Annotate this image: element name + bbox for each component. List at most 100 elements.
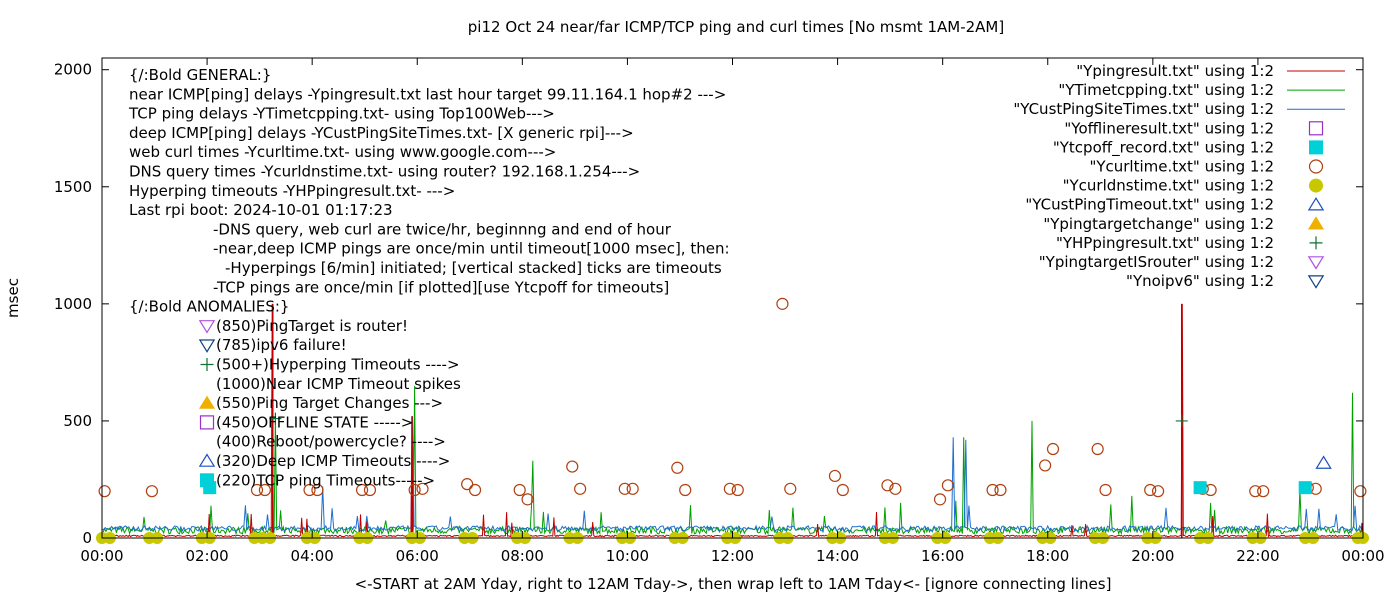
curl-point-13 [521,493,534,506]
x-tick-label-6: 12:00 [711,547,754,565]
anomaly-line-6: (400)Reboot/powercycle? ----> [216,433,446,451]
curl-point-26 [881,479,894,492]
anomaly-marker-0 [198,320,216,334]
curl-point-43 [1309,482,1322,495]
legend-marker-9 [1309,236,1323,250]
x-tick-label-12: 00:00 [1341,547,1384,565]
info-line-8: -DNS query, web curl are twice/hr, begin… [213,220,672,238]
x-tick-label-2: 04:00 [291,547,334,565]
anomaly-line-5: (450)OFFLINE STATE -----> [216,413,413,431]
tcp-timeout-1 [1193,481,1207,495]
y-axis-label: msec [4,278,22,318]
legend-label-5: "Ycurltime.txt" using 1:2 [1089,158,1274,176]
legend-label-10: "YpingtargetISrouter" using 1:2 [1039,253,1274,271]
legend-label-9: "YHPpingresult.txt" using 1:2 [1056,234,1274,252]
y-tick-label-2: 1000 [54,295,92,313]
curl-point-36 [1144,483,1157,497]
curl-point-10 [461,478,474,491]
curl-point-34 [1091,442,1104,456]
info-line-9: -near,deep ICMP pings are once/min until… [213,240,730,258]
legend-label-0: "Ypingresult.txt" using 1:2 [1076,62,1274,80]
info-line-5: DNS query times -Ycurldnstime.txt- using… [129,163,640,181]
curl-point-9 [416,482,429,495]
info-line-3: deep ICMP[ping] delays -YCustPingSiteTim… [129,124,634,142]
info-line-4: web curl times -Ycurltime.txt- using www… [129,143,556,161]
curl-point-15 [574,482,587,495]
y-tick-label-0: 0 [82,529,92,547]
y-tick-label-3: 1500 [54,178,92,196]
legend-label-11: "Ynoipv6" using 1:2 [1126,272,1274,290]
curl-point-1 [145,485,159,498]
legend-marker-11 [1307,275,1325,289]
hyperping-timeout-0 [269,412,282,425]
anomaly-line-3: (1000)Near ICMP Timeout spikes [216,375,461,393]
curl-point-44 [1354,485,1367,498]
info-line-12: {/:Bold ANOMALIES:} [129,298,289,316]
tcp-timeout-2 [1298,481,1312,495]
curl-point-33 [1046,442,1060,456]
legend-label-7: "YCustPingTimeout.txt" using 1:2 [1025,196,1274,214]
x-tick-label-7: 14:00 [816,547,859,565]
anomaly-marker-2 [200,358,214,371]
legend-marker-10 [1307,256,1325,270]
x-tick-label-5: 10:00 [606,547,649,565]
info-line-10: -Hyperpings [6/min] initiated; [vertical… [225,259,722,277]
info-line-6: Hyperping timeouts -YHPpingresult.txt- -… [129,182,455,200]
curl-point-27 [889,482,902,495]
info-line-2: TCP ping delays -YTimetcpping.txt- using… [128,105,555,123]
curl-point-22 [776,297,789,310]
curl-point-19 [679,483,692,497]
x-tick-label-11: 22:00 [1236,547,1279,565]
anomaly-marker-1 [198,339,216,353]
anomaly-line-8: (220)TCP ping Timeouts-----> [216,471,435,489]
deep-icmp-timeout-0 [1315,455,1332,469]
legend-marker-7 [1307,197,1325,211]
curl-point-20 [723,482,736,495]
curl-point-5 [311,483,324,497]
curl-point-14 [566,460,579,473]
curl-point-16 [618,482,631,495]
curl-point-8 [408,483,421,497]
x-tick-label-0: 00:00 [80,547,123,565]
x-tick-label-3: 06:00 [396,547,439,565]
curl-point-4 [303,483,316,497]
legend-label-2: "YCustPingSiteTimes.txt" using 1:2 [1013,100,1274,118]
info-line-1: near ICMP[ping] delays -Ypingresult.txt … [129,85,726,103]
curl-point-41 [1257,485,1270,498]
anomaly-marker-4 [198,395,216,409]
anomaly-line-1: (785)ipv6 failure! [216,336,347,354]
legend-label-4: "Ytcpoff_record.txt" using 1:2 [1053,138,1274,157]
legend-label-6: "Ycurldnstime.txt" using 1:2 [1063,177,1274,195]
curl-point-24 [828,469,842,483]
curl-point-28 [933,493,947,506]
chart-title: pi12 Oct 24 near/far ICMP/TCP ping and c… [468,18,1004,36]
curl-point-39 [1204,483,1217,497]
hyperping-timeout-1 [1175,414,1188,427]
anomaly-marker-5 [199,415,215,430]
anomaly-line-4: (550)Ping Target Changes ---> [216,394,443,412]
x-axis-label: <-START at 2AM Yday, right to 12AM Tday-… [355,575,1112,593]
curl-point-0 [98,485,111,498]
curl-point-17 [626,482,639,495]
y-tick-label-4: 2000 [54,61,92,79]
axes: 00:00 02:00 04:00 06:00 08:00 10:00 12:00 14:00… [54,57,1385,565]
legend-marker-8 [1307,216,1325,230]
curl-point-40 [1249,485,1262,498]
curl-point-3 [258,483,271,497]
anomaly-line-2: (500+)Hyperping Timeouts ----> [216,356,460,374]
anomaly-marker-8 [200,473,214,488]
curl-point-37 [1151,485,1165,498]
x-tick-label-8: 16:00 [921,547,964,565]
curl-point-21 [731,483,744,497]
curl-point-35 [1099,483,1112,497]
x-tick-label-4: 08:00 [501,547,544,565]
info-line-11: -TCP pings are once/min [if plotted][use… [213,278,669,296]
info-line-0: {/:Bold GENERAL:} [129,66,271,84]
anomaly-line-7: (320)Deep ICMP Timeouts ----> [216,452,450,470]
curl-point-12 [513,483,526,497]
legend-marker-5 [1308,159,1324,174]
curl-point-6 [355,483,369,497]
y-tick-label-1: 500 [63,412,92,430]
curl-point-18 [671,461,684,474]
